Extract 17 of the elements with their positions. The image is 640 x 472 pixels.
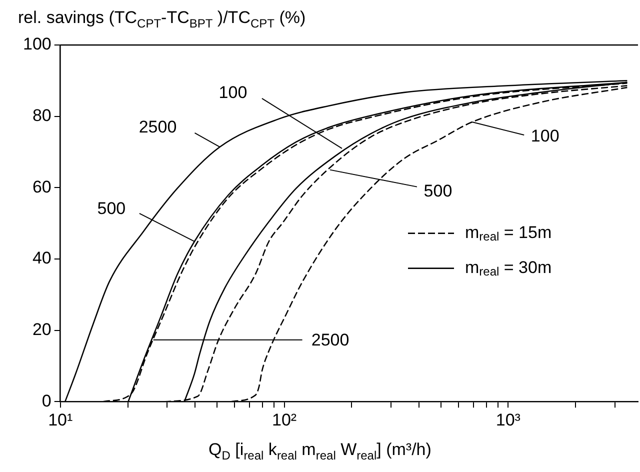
y-tick-label: 60 <box>32 177 52 196</box>
annotation: 100 <box>218 83 248 102</box>
y-tick-label: 100 <box>22 34 52 54</box>
y-tick-label: 40 <box>32 248 52 268</box>
y-tick-label: 20 <box>32 320 52 339</box>
annotation: 500 <box>97 199 126 218</box>
annotation: 2500 <box>138 118 177 137</box>
y-tick-label: 80 <box>32 106 52 126</box>
text: Q$_{D}$ [i$_{real}$ k$_{real}$ m$_{real}$ W$_{real}$] (m³/h) <box>208 440 432 462</box>
x-tick-label: 10² <box>272 410 297 430</box>
annotation: 500 <box>424 181 452 200</box>
x-tick-label: 10³ <box>496 410 521 430</box>
annotation: 100 <box>530 126 560 146</box>
x-tick-label: 10¹ <box>48 410 73 430</box>
y-tick-label: 0 <box>42 391 52 410</box>
y-axis-title: rel. savings (TC$_{CPT}$-TC$_{BPT}$ )/TC$_{CPT}$ (%) <box>18 8 306 30</box>
annotation: 2500 <box>311 330 350 350</box>
